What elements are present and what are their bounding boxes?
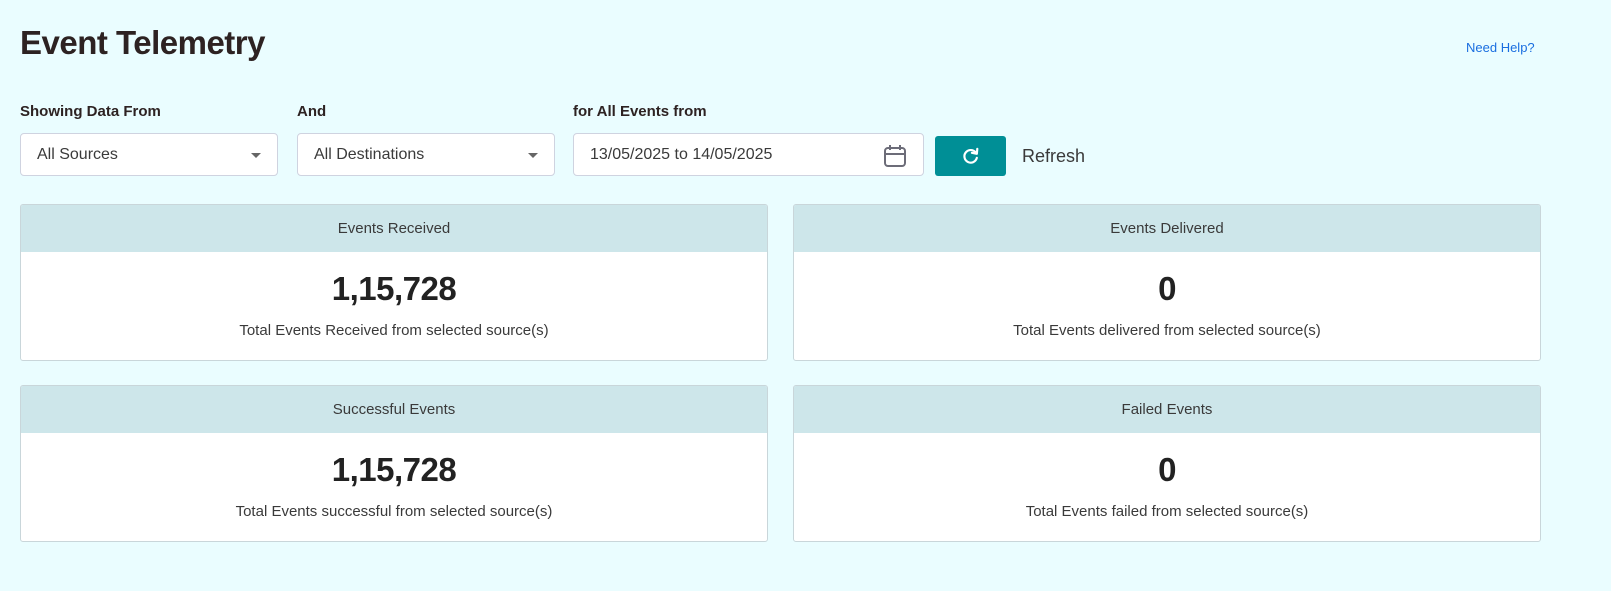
- refresh-icon: [962, 147, 978, 164]
- source-select[interactable]: All Sources: [20, 133, 278, 176]
- refresh-label[interactable]: Refresh: [1022, 146, 1086, 166]
- page-title: Event Telemetry: [20, 24, 266, 61]
- card-title: Successful Events: [21, 386, 767, 433]
- failed-events-card: Failed Events 0 Total Events failed from…: [793, 385, 1541, 542]
- card-title: Events Delivered: [794, 205, 1540, 252]
- destination-value: All Destinations: [314, 146, 425, 163]
- calendar-icon[interactable]: [883, 144, 907, 168]
- date-range-value: 13/05/2025 to 14/05/2025: [590, 146, 773, 163]
- date-range-input[interactable]: 13/05/2025 to 14/05/2025: [573, 133, 924, 176]
- source-value: All Sources: [37, 146, 118, 163]
- events-delivered-card: Events Delivered 0 Total Events delivere…: [793, 204, 1541, 361]
- chevron-down-icon: [251, 153, 261, 158]
- successful-events-card: Successful Events 1,15,728 Total Events …: [20, 385, 768, 542]
- card-value: 0: [1158, 270, 1176, 307]
- need-help-link[interactable]: Need Help?: [1466, 40, 1535, 55]
- card-value: 0: [1158, 451, 1176, 488]
- card-description: Total Events Received from selected sour…: [239, 322, 549, 339]
- card-title: Events Received: [21, 205, 767, 252]
- card-description: Total Events successful from selected so…: [235, 503, 553, 520]
- destination-select[interactable]: All Destinations: [297, 133, 555, 176]
- card-description: Total Events failed from selected source…: [1025, 503, 1309, 520]
- refresh-button[interactable]: [935, 136, 1006, 176]
- source-label: Showing Data From: [20, 103, 161, 120]
- card-title: Failed Events: [794, 386, 1540, 433]
- card-value: 1,15,728: [331, 451, 457, 488]
- date-label: for All Events from: [573, 103, 707, 120]
- card-description: Total Events delivered from selected sou…: [1013, 322, 1321, 339]
- events-received-card: Events Received 1,15,728 Total Events Re…: [20, 204, 768, 361]
- card-value: 1,15,728: [331, 270, 457, 307]
- destination-label: And: [297, 103, 327, 120]
- chevron-down-icon: [528, 153, 538, 158]
